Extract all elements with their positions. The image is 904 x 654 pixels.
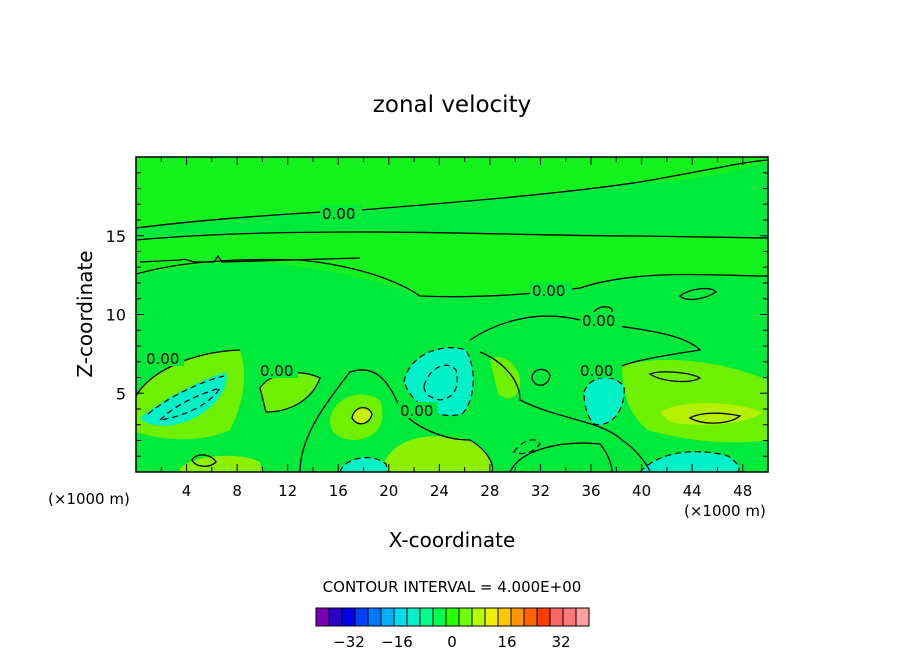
colorbar-cell — [393, 607, 408, 627]
contour-closed-small-5 — [351, 407, 373, 425]
x-tick-label: 32 — [531, 482, 550, 500]
colorbar — [315, 607, 590, 627]
x-tick-label: 36 — [581, 482, 600, 500]
colorbar-cell — [484, 607, 499, 627]
x-tick-label: 8 — [232, 482, 242, 500]
contour-zero-mid-top — [136, 231, 768, 241]
contour-closed-small-6 — [688, 412, 742, 424]
contour-neg-bottom-center — [339, 456, 389, 472]
chart-title: zonal velocity — [373, 92, 531, 118]
plot-area — [136, 157, 768, 472]
contour-zero-right-a — [469, 315, 702, 367]
colorbar-cell — [536, 607, 551, 627]
colorbar-labels: −32 −16 0 16 32 — [333, 633, 570, 651]
x-tick-label: 4 — [182, 482, 192, 500]
x-tick-label: 24 — [430, 482, 449, 500]
y-tick-label: 5 — [116, 384, 126, 403]
colorbar-cell — [458, 607, 473, 627]
contour-zero-right-b — [479, 351, 651, 472]
contour-label-6: 0.00 — [580, 362, 613, 380]
contour-lines — [136, 159, 768, 472]
x-tick-label: 28 — [480, 482, 499, 500]
x-tick-label: 12 — [278, 482, 297, 500]
colorbar-cell — [497, 607, 512, 627]
contour-neg-bottom-right — [639, 451, 740, 472]
patch-right-cyan-1 — [584, 377, 625, 425]
x-units-right: (×1000 m) — [684, 502, 766, 520]
x-tick-label: 48 — [733, 482, 752, 500]
x-tick-labels: 4 8 12 16 20 24 28 32 36 40 44 48 — [182, 482, 752, 500]
contour-neg-center-inner — [423, 364, 458, 401]
patch-bottom-cyan-spot — [340, 457, 388, 472]
contour-closed-small-4 — [191, 454, 217, 467]
contour-wave-top — [139, 254, 361, 263]
contour-zero-mid-bottom — [136, 258, 768, 298]
colorbar-cell — [510, 607, 525, 627]
patch-mid-yellowgreen — [490, 357, 521, 399]
contour-neg-center — [403, 347, 474, 416]
contour-neg-left-closed — [158, 386, 222, 421]
field-upper-band — [136, 157, 768, 228]
colorbar-tick-label: −16 — [381, 633, 413, 651]
y-axis-label: Z-coordinate — [73, 250, 97, 377]
contour-closed-small-7 — [648, 371, 702, 383]
patch-center-cyan — [404, 347, 474, 416]
colorbar-cell — [328, 607, 343, 627]
contour-neg-small — [513, 439, 541, 455]
contour-closed-small-3 — [679, 287, 717, 301]
contour-zero-upper — [136, 159, 768, 229]
x-tick-label: 40 — [632, 482, 651, 500]
colorbar-cell — [562, 607, 577, 627]
axis-ticks — [136, 157, 768, 472]
x-axis-label: X-coordinate — [389, 528, 516, 552]
colorbar-cell — [419, 607, 434, 627]
contour-label-1: 0.00 — [322, 205, 355, 223]
patch-right-bottom-cyan — [640, 451, 739, 472]
contour-label-2: 0.00 — [532, 282, 565, 300]
colorbar-cell — [341, 607, 356, 627]
y-tick-label: 15 — [106, 227, 126, 246]
patch-left-cyan — [140, 372, 227, 426]
patch-left-green — [260, 372, 320, 412]
contour-interval-text: CONTOUR INTERVAL = 4.000E+00 — [323, 578, 582, 596]
x-units-left: (×1000 m) — [48, 490, 130, 508]
colorbar-cell — [575, 607, 590, 627]
x-tick-label: 44 — [683, 482, 702, 500]
colorbar-tick-label: 32 — [551, 633, 570, 651]
contour-label-3: 0.00 — [582, 312, 615, 330]
contour-label-7: 0.00 — [400, 402, 433, 420]
contour-label-4: 0.00 — [146, 350, 179, 368]
contour-label-group: 0.00 0.00 0.00 0.00 0.00 0.00 0.00 — [144, 205, 622, 420]
colorbar-tick-label: −32 — [333, 633, 365, 651]
y-tick-label: 10 — [106, 306, 126, 325]
contour-label-5: 0.00 — [260, 362, 293, 380]
contour-closed-small-1 — [531, 368, 551, 386]
colorbar-tick-label: 0 — [447, 633, 457, 651]
colorbar-tick-label: 16 — [497, 633, 516, 651]
colorbar-cell — [354, 607, 369, 627]
patch-yellow-spot — [352, 407, 372, 424]
colorbar-cell — [523, 607, 538, 627]
colorbar-cell — [432, 607, 447, 627]
colorbar-cell — [315, 607, 330, 627]
x-tick-label: 20 — [379, 482, 398, 500]
contour-zero-right-c — [509, 442, 613, 472]
colorbar-cell — [471, 607, 486, 627]
colorbar-cell — [380, 607, 395, 627]
patch-bottom-left-yellow — [180, 455, 262, 472]
colorbar-cell — [445, 607, 460, 627]
colorbar-cell — [549, 607, 564, 627]
colorbar-cell — [406, 607, 421, 627]
y-tick-labels: 5 10 15 — [106, 227, 126, 404]
x-tick-label: 16 — [329, 482, 348, 500]
contour-neg-left — [147, 375, 225, 415]
patch-bottom-yellowgreen — [380, 436, 493, 472]
colorbar-cell — [367, 607, 382, 627]
